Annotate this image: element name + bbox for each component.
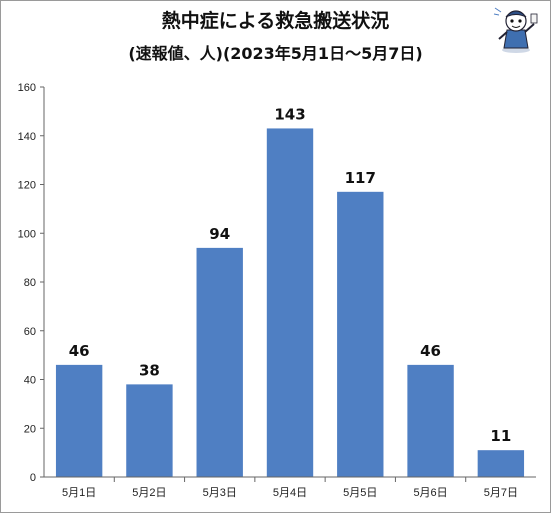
x-axis-tick-label: 5月6日	[413, 487, 447, 499]
y-axis-tick-label: 120	[18, 180, 36, 192]
x-axis-tick-label: 5月1日	[62, 487, 96, 499]
y-axis-tick-label: 140	[18, 131, 36, 143]
bar-data-label: 46	[420, 342, 441, 360]
bar-data-label: 38	[139, 361, 160, 379]
mascot-character-icon	[493, 7, 538, 53]
bar	[477, 450, 525, 477]
x-axis-tick-label: 5月5日	[343, 487, 377, 499]
y-axis-tick-label: 160	[18, 82, 36, 94]
y-axis-tick-label: 40	[24, 375, 36, 387]
bar	[55, 364, 103, 477]
bar-data-label: 94	[209, 225, 230, 243]
y-axis-tick-label: 0	[30, 472, 36, 484]
chart-title: 熱中症による救急搬送状況	[161, 10, 390, 32]
bar	[196, 247, 243, 477]
y-axis-tick-label: 80	[24, 277, 36, 289]
y-axis-tick-label: 60	[24, 326, 36, 338]
bar-data-label: 143	[274, 105, 305, 123]
bar	[337, 191, 384, 477]
y-axis-tick-label: 100	[18, 228, 36, 240]
y-axis-tick-label: 20	[24, 423, 36, 435]
bar	[266, 128, 314, 477]
chart-subtitle: (速報値、人)(2023年5月1日～5月7日)	[128, 44, 423, 63]
x-axis-tick-label: 5月7日	[484, 487, 518, 499]
bar	[407, 364, 454, 477]
x-axis-tick-label: 5月4日	[273, 487, 307, 499]
x-axis-tick-label: 5月3日	[203, 487, 237, 499]
bar-data-label: 117	[345, 169, 376, 187]
bar	[126, 384, 173, 477]
x-axis-tick-label: 5月2日	[132, 487, 166, 499]
bar-data-label: 46	[69, 342, 90, 360]
bar-data-label: 11	[490, 427, 511, 445]
